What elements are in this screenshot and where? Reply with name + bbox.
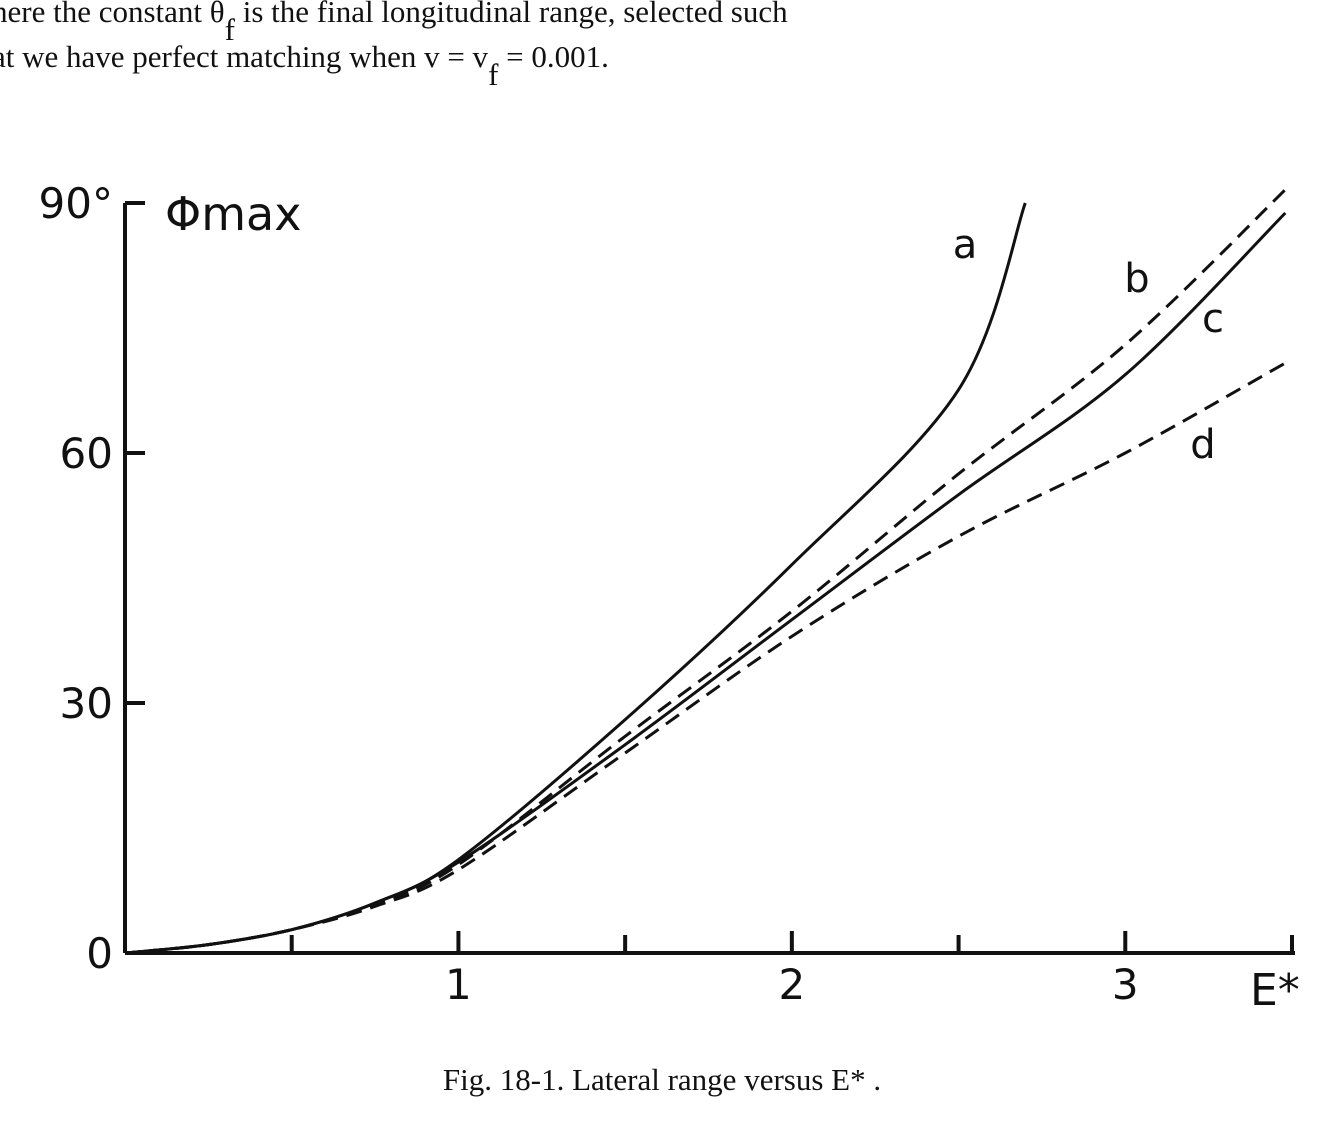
- x-tick-label: 1: [445, 960, 472, 1009]
- paragraph-line: here the constant θf is the final longit…: [0, 0, 788, 47]
- curve-label: c: [1202, 296, 1224, 342]
- text-run: at we have perfect matching when v = v: [0, 39, 489, 74]
- y-axis-label: Φmax: [165, 187, 301, 241]
- y-tick-label: 60: [60, 429, 113, 478]
- subscript: f: [225, 12, 236, 47]
- y-tick-label: 90°: [39, 179, 113, 228]
- x-tick-label: 2: [778, 960, 805, 1009]
- curve: [124, 202, 1027, 955]
- subscript: f: [488, 57, 499, 92]
- text-run: is the final longitudinal range, selecte…: [235, 0, 788, 29]
- curve: [124, 361, 1287, 955]
- x-axis-label: E*: [1250, 965, 1300, 1016]
- curve-label: a: [953, 222, 978, 268]
- text-run: = 0.001.: [498, 39, 608, 74]
- curve: [124, 188, 1287, 955]
- text-run: here the constant θ: [0, 0, 225, 29]
- curve-label: b: [1124, 256, 1149, 302]
- curve: [124, 211, 1287, 955]
- paragraph-line: at we have perfect matching when v = vf …: [0, 39, 609, 92]
- y-tick-label: 0: [86, 929, 113, 978]
- curve-label: d: [1190, 422, 1215, 468]
- x-tick-label: 3: [1112, 960, 1139, 1009]
- caption: Fig. 18-1. Lateral range versus E* .: [443, 1062, 881, 1097]
- y-tick-label: 30: [60, 679, 113, 728]
